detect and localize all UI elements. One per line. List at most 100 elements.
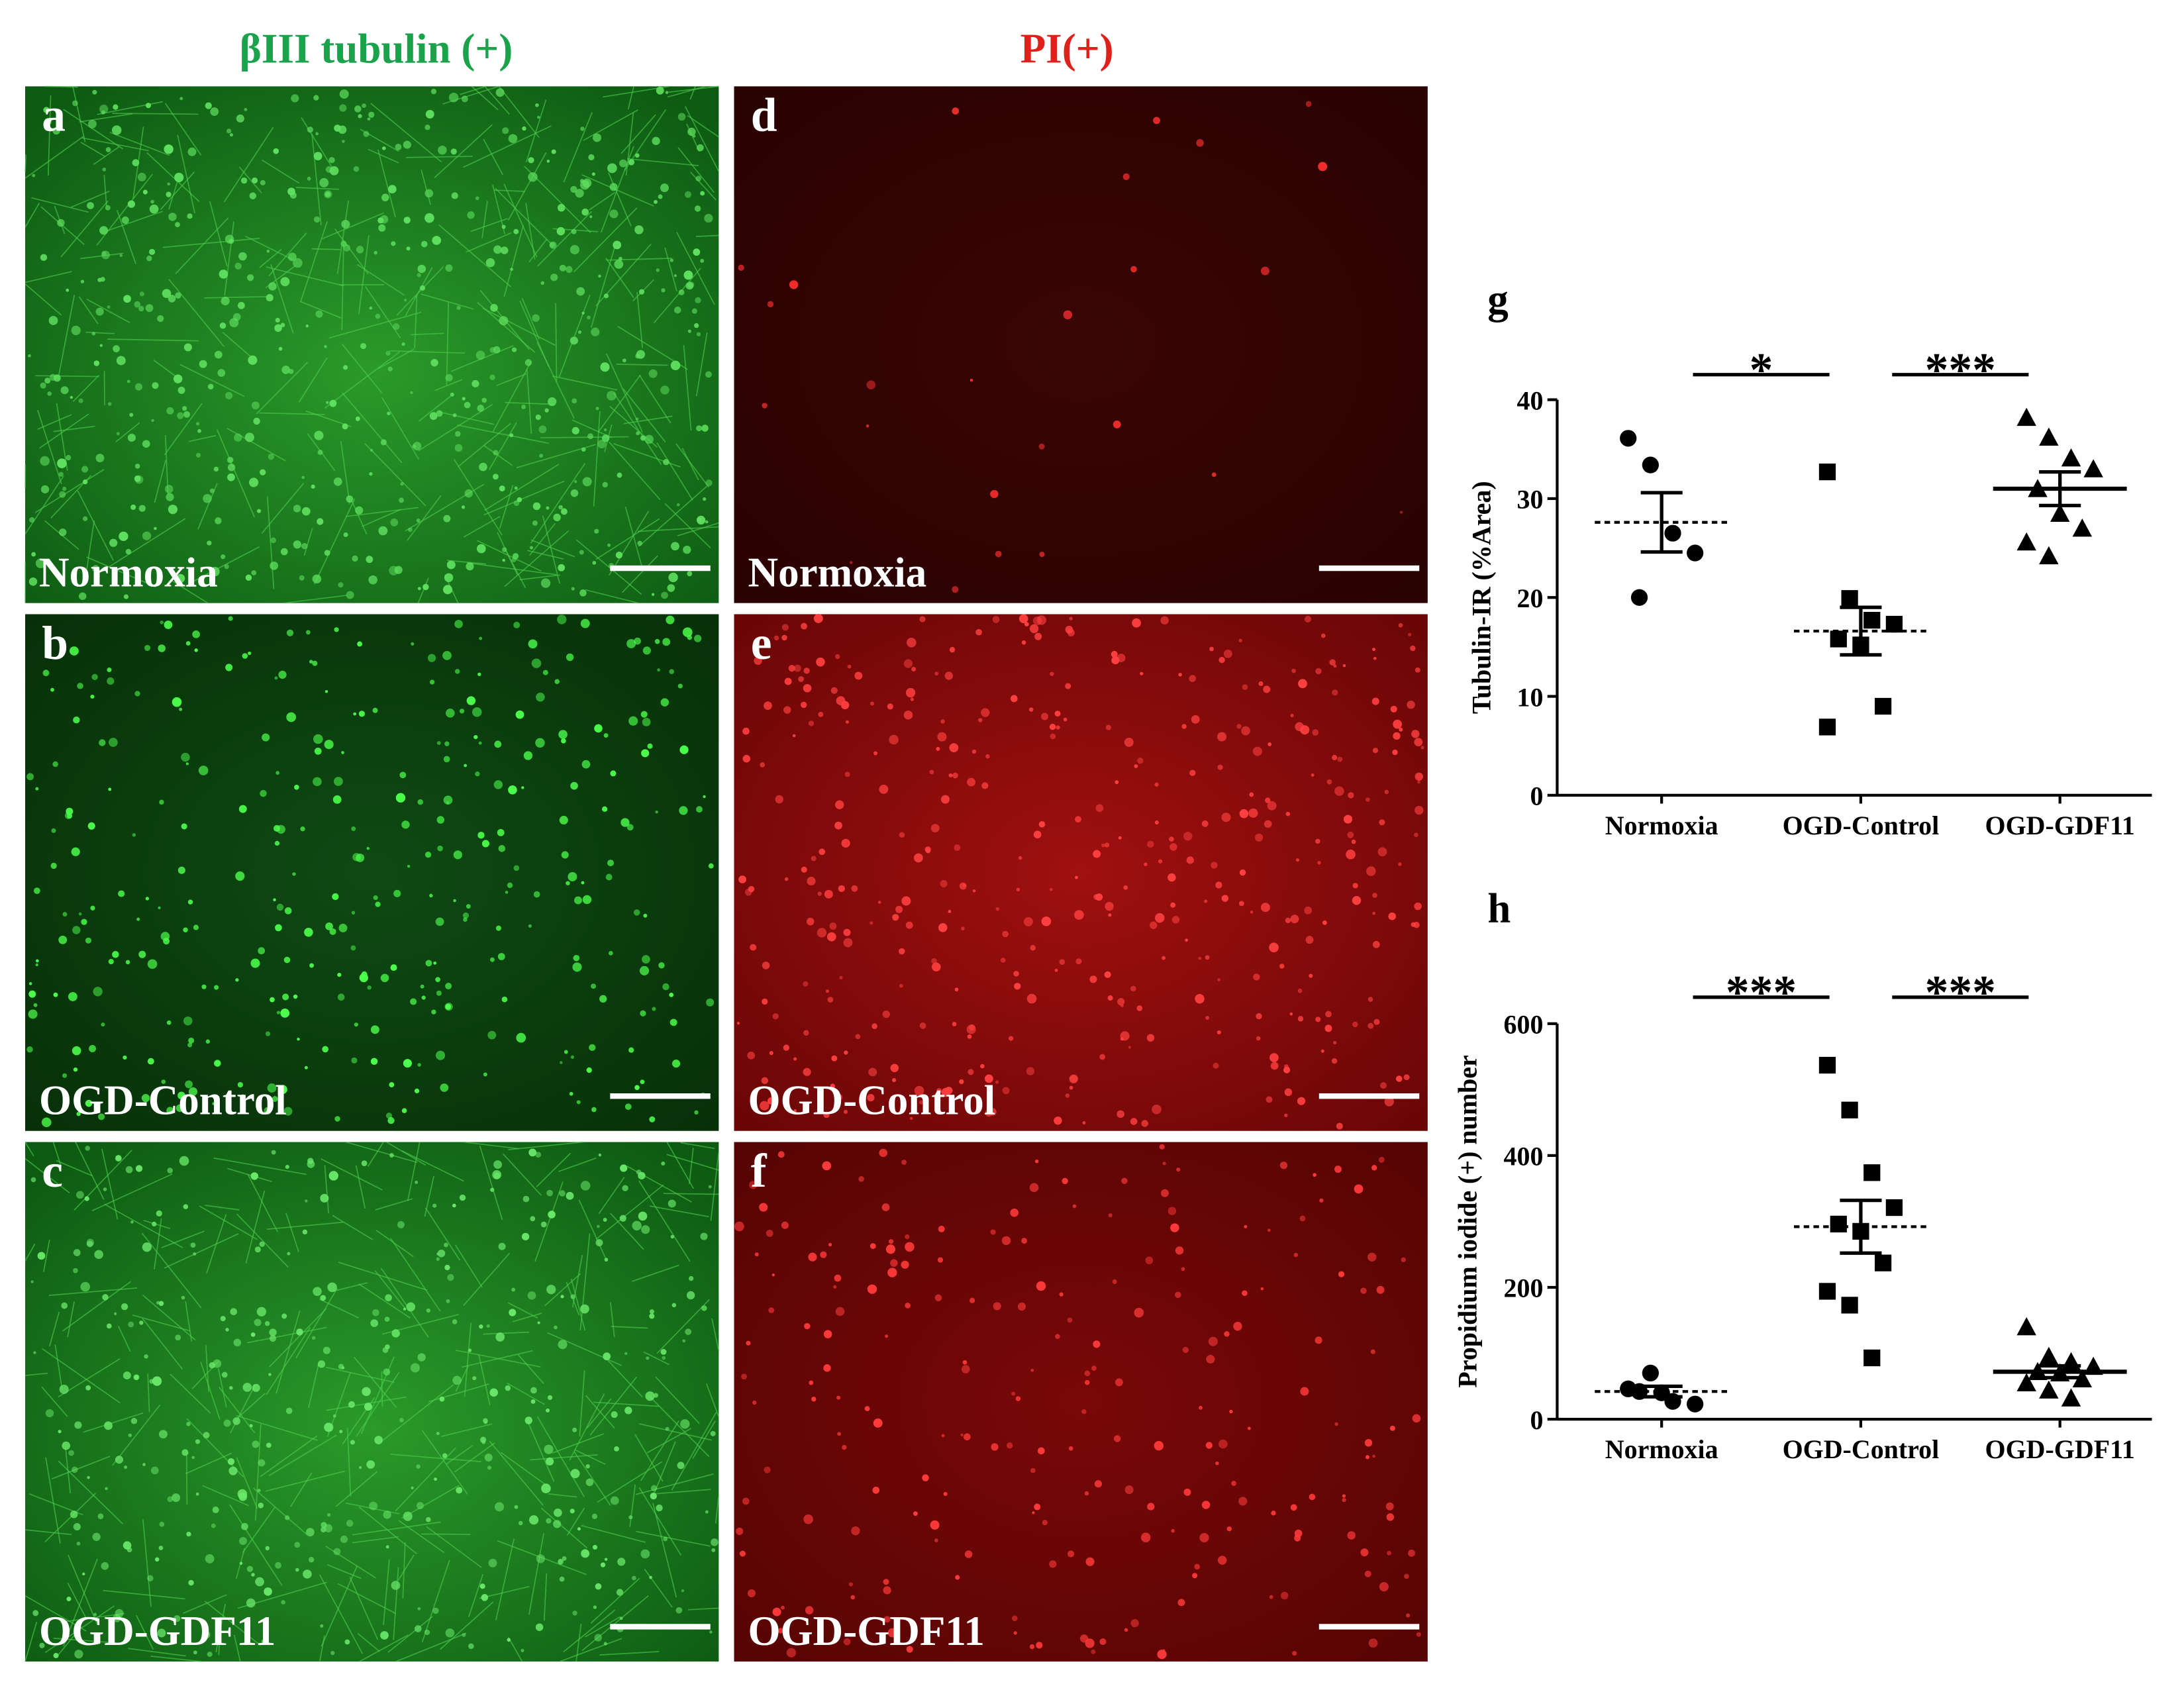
neurite bbox=[35, 375, 99, 377]
cell bbox=[848, 1582, 854, 1587]
cell bbox=[415, 1180, 419, 1184]
neurite bbox=[358, 1506, 418, 1555]
cell bbox=[1415, 805, 1424, 815]
cell bbox=[373, 250, 377, 255]
cell bbox=[560, 1061, 563, 1064]
cell bbox=[1121, 1177, 1128, 1184]
cell bbox=[895, 905, 903, 913]
neurite bbox=[438, 411, 495, 425]
cell bbox=[40, 456, 50, 466]
cell bbox=[934, 1294, 942, 1302]
cell bbox=[338, 582, 344, 588]
neurite bbox=[421, 170, 431, 205]
cell bbox=[1385, 1502, 1394, 1511]
cell bbox=[581, 311, 585, 315]
significance-label: * bbox=[1750, 344, 1773, 397]
cell bbox=[1123, 885, 1128, 890]
cell bbox=[992, 616, 1000, 623]
red-title: PI(+) bbox=[1020, 26, 1114, 72]
cell bbox=[487, 1030, 497, 1040]
neurite bbox=[62, 1558, 98, 1647]
cell bbox=[346, 591, 354, 599]
cell bbox=[640, 1549, 650, 1559]
cell bbox=[665, 1426, 670, 1431]
cell bbox=[628, 1515, 633, 1520]
neurite bbox=[112, 1404, 161, 1466]
cell bbox=[28, 982, 32, 985]
neurite bbox=[460, 85, 486, 95]
cell bbox=[1160, 1189, 1169, 1197]
cell bbox=[1067, 628, 1075, 636]
neurite bbox=[115, 422, 140, 442]
neurite bbox=[566, 1507, 585, 1536]
cell bbox=[58, 1430, 62, 1434]
cell bbox=[61, 1302, 68, 1309]
cell bbox=[118, 890, 125, 897]
data-point bbox=[1687, 544, 1704, 562]
cell bbox=[417, 1607, 421, 1611]
cell bbox=[1024, 622, 1029, 627]
cell bbox=[532, 520, 538, 526]
cell bbox=[1037, 1447, 1045, 1455]
cell bbox=[447, 1273, 454, 1281]
cell bbox=[161, 1079, 166, 1084]
panel-letter: e bbox=[751, 617, 772, 670]
cell bbox=[301, 475, 305, 479]
neurite bbox=[223, 126, 274, 203]
cell bbox=[820, 1251, 827, 1258]
cell bbox=[375, 313, 381, 319]
neurite bbox=[462, 125, 552, 168]
cell bbox=[383, 1368, 391, 1376]
neurite bbox=[638, 1423, 712, 1441]
cell bbox=[1041, 713, 1048, 720]
cell bbox=[367, 117, 371, 121]
cell bbox=[605, 873, 613, 881]
cell bbox=[1238, 638, 1242, 643]
cell bbox=[1334, 1166, 1342, 1173]
cell bbox=[87, 822, 95, 830]
cell bbox=[395, 144, 402, 150]
cell bbox=[600, 1562, 606, 1567]
cell bbox=[183, 1204, 189, 1210]
neurite bbox=[58, 1460, 123, 1524]
cell bbox=[1170, 1223, 1179, 1232]
cell bbox=[387, 1117, 395, 1124]
cell bbox=[373, 895, 378, 901]
neurite bbox=[308, 1362, 320, 1409]
cell bbox=[43, 107, 50, 113]
cell bbox=[618, 256, 622, 261]
cell bbox=[851, 885, 858, 892]
cell bbox=[936, 746, 940, 751]
cell bbox=[157, 315, 164, 323]
cell bbox=[107, 677, 115, 685]
cell bbox=[105, 205, 111, 211]
cell bbox=[938, 923, 948, 932]
cell bbox=[104, 1421, 113, 1430]
neurite bbox=[104, 1203, 183, 1248]
cell bbox=[358, 114, 362, 119]
cell bbox=[1067, 1317, 1073, 1323]
cell bbox=[1036, 615, 1047, 625]
cell bbox=[668, 1199, 676, 1208]
cell bbox=[834, 1274, 842, 1282]
cell bbox=[656, 1504, 663, 1512]
cell bbox=[1130, 1118, 1138, 1125]
neurite bbox=[498, 85, 540, 138]
data-point bbox=[1642, 1364, 1659, 1382]
cell bbox=[1415, 772, 1423, 781]
cell bbox=[1217, 732, 1227, 742]
cell bbox=[1011, 1615, 1018, 1622]
cell bbox=[66, 455, 72, 461]
cell bbox=[781, 1605, 785, 1610]
cell bbox=[252, 1440, 260, 1448]
cell bbox=[370, 1058, 378, 1066]
neurite bbox=[218, 1616, 222, 1656]
cell bbox=[425, 960, 432, 967]
cell bbox=[280, 277, 290, 287]
cell bbox=[546, 160, 550, 163]
cell bbox=[540, 578, 551, 588]
cell bbox=[617, 1558, 626, 1566]
neurite bbox=[589, 1376, 638, 1436]
cell bbox=[139, 1320, 144, 1325]
